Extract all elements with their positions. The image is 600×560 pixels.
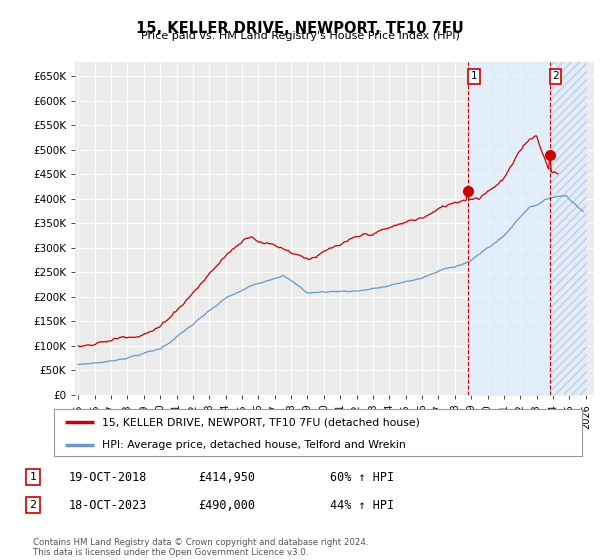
- Text: £490,000: £490,000: [198, 498, 255, 512]
- Text: 18-OCT-2023: 18-OCT-2023: [69, 498, 148, 512]
- Text: 1: 1: [29, 472, 37, 482]
- Text: Contains HM Land Registry data © Crown copyright and database right 2024.
This d: Contains HM Land Registry data © Crown c…: [33, 538, 368, 557]
- Text: 15, KELLER DRIVE, NEWPORT, TF10 7FU: 15, KELLER DRIVE, NEWPORT, TF10 7FU: [136, 21, 464, 36]
- Text: 2: 2: [552, 71, 559, 81]
- Text: 2: 2: [29, 500, 37, 510]
- Text: 60% ↑ HPI: 60% ↑ HPI: [330, 470, 394, 484]
- Text: 44% ↑ HPI: 44% ↑ HPI: [330, 498, 394, 512]
- Text: Price paid vs. HM Land Registry's House Price Index (HPI): Price paid vs. HM Land Registry's House …: [140, 31, 460, 41]
- Text: £414,950: £414,950: [198, 470, 255, 484]
- Text: HPI: Average price, detached house, Telford and Wrekin: HPI: Average price, detached house, Telf…: [101, 440, 405, 450]
- Text: 1: 1: [470, 71, 477, 81]
- Text: 15, KELLER DRIVE, NEWPORT, TF10 7FU (detached house): 15, KELLER DRIVE, NEWPORT, TF10 7FU (det…: [101, 417, 419, 427]
- Text: 19-OCT-2018: 19-OCT-2018: [69, 470, 148, 484]
